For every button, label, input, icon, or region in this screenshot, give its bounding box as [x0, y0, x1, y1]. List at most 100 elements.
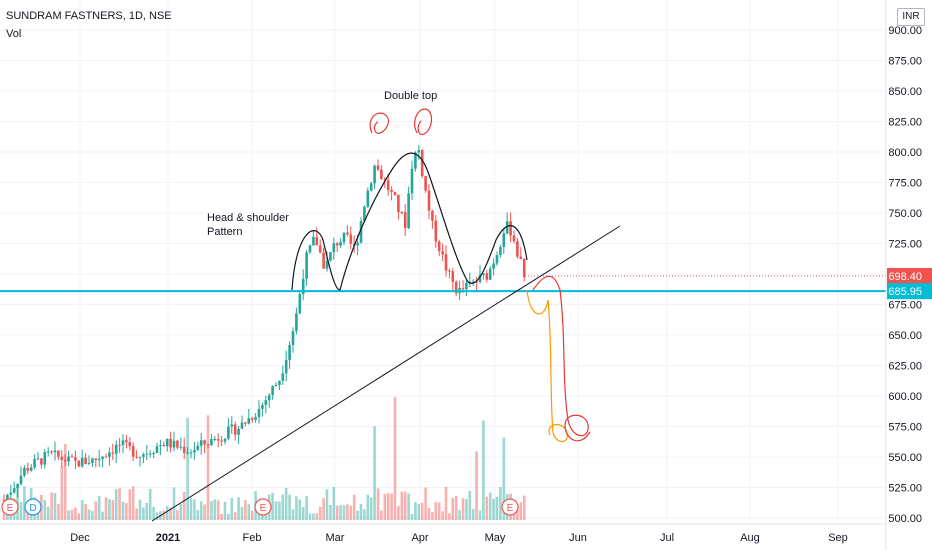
candle-body [29, 467, 33, 471]
candle-body [410, 168, 414, 194]
candle-body [502, 233, 506, 248]
volume-bar [380, 510, 383, 520]
candle-body [318, 245, 322, 253]
volume-bar [19, 502, 23, 520]
volume-bar [301, 507, 305, 520]
candle-body [189, 452, 193, 454]
candle-body [492, 263, 495, 269]
volume-bar [281, 494, 285, 520]
y-tick-label: 525.00 [888, 483, 922, 495]
x-tick-label: Aug [740, 532, 760, 544]
candle-body [403, 212, 407, 229]
volume-bar [451, 498, 455, 520]
currency-badge[interactable]: INR [897, 8, 925, 26]
marker-circle [501, 498, 519, 516]
candle-body [342, 232, 346, 243]
volume-bar [155, 512, 159, 520]
candle-body [193, 450, 196, 453]
candle-body [128, 442, 132, 447]
volume-bar [410, 513, 414, 520]
candle-body [36, 458, 40, 460]
candle-body [376, 165, 380, 170]
candle-body [488, 268, 492, 280]
candles [2, 145, 526, 509]
volume-bar [128, 489, 132, 520]
candle-body [495, 255, 499, 264]
y-tick-label: 775.00 [888, 178, 922, 190]
candle-body [257, 408, 261, 418]
volume-bar [363, 509, 366, 520]
marker-circle [254, 498, 272, 516]
volume-bar [43, 500, 47, 520]
projection-curve-orange [526, 289, 568, 443]
candle-body [121, 440, 125, 446]
volume-bar [216, 500, 220, 520]
y-tick-label: 875.00 [888, 56, 922, 68]
volume-bar [325, 489, 329, 520]
candle-body [84, 457, 87, 464]
price-label-bg [887, 267, 932, 284]
volume-bar [118, 488, 121, 520]
x-tick-label: Apr [411, 532, 428, 544]
candle-body [74, 457, 77, 461]
volume-bar [369, 497, 373, 520]
candle-body [216, 439, 220, 441]
candle-body [461, 288, 465, 290]
candle-body [271, 386, 274, 396]
volume-indicator-label[interactable]: Vol [6, 28, 22, 40]
candle-body [111, 452, 115, 454]
volume-bar [400, 491, 404, 520]
volume-bar [458, 510, 461, 520]
volume-bar [386, 492, 390, 520]
dividend-marker: D [24, 498, 42, 516]
volume-bar [165, 506, 169, 520]
volume-bar [448, 513, 451, 520]
candle-body [210, 439, 213, 446]
volume-bar [366, 494, 370, 520]
volume-bar [131, 486, 135, 520]
candle-body [227, 426, 230, 439]
volume-bar [97, 496, 101, 520]
projection-curve-red [532, 275, 591, 442]
candle-body [278, 380, 281, 386]
candle-body [57, 450, 60, 457]
marker-label: E [260, 503, 267, 514]
volume-bar [274, 501, 278, 520]
volume-bar [512, 511, 516, 520]
double-top-mark [414, 108, 433, 136]
y-tick-label: 800.00 [888, 147, 922, 159]
candle-body [407, 193, 410, 229]
candle-body [281, 373, 285, 381]
volume-bar [162, 510, 166, 520]
candle-body [50, 451, 53, 453]
volume-bar [417, 504, 421, 520]
candle-body [162, 445, 166, 447]
volume-bar [26, 509, 30, 520]
x-tick-label: Feb [243, 532, 262, 544]
candle-body [465, 283, 468, 290]
candle-body [284, 360, 288, 374]
volume-bar [315, 513, 319, 520]
candle-body [264, 400, 268, 405]
candle-body [80, 457, 84, 467]
candle-body [448, 270, 451, 272]
candle-body [240, 422, 244, 429]
candle-body [288, 344, 291, 361]
marker-label: E [507, 503, 514, 514]
volume-bar [339, 505, 342, 520]
volume-bar [492, 498, 495, 520]
volume-bar [441, 511, 444, 520]
candle-body [485, 273, 489, 280]
candle-body [454, 281, 458, 294]
volume-bar [288, 494, 291, 520]
volume-bar [57, 503, 60, 520]
y-tick-label: 650.00 [888, 330, 922, 342]
candle-body [70, 456, 74, 458]
y-tick-label: 900.00 [888, 25, 922, 37]
volume-bar [169, 507, 172, 520]
price-label: 685.95 [888, 286, 922, 298]
candle-body [60, 456, 64, 460]
candle-body [63, 459, 67, 462]
